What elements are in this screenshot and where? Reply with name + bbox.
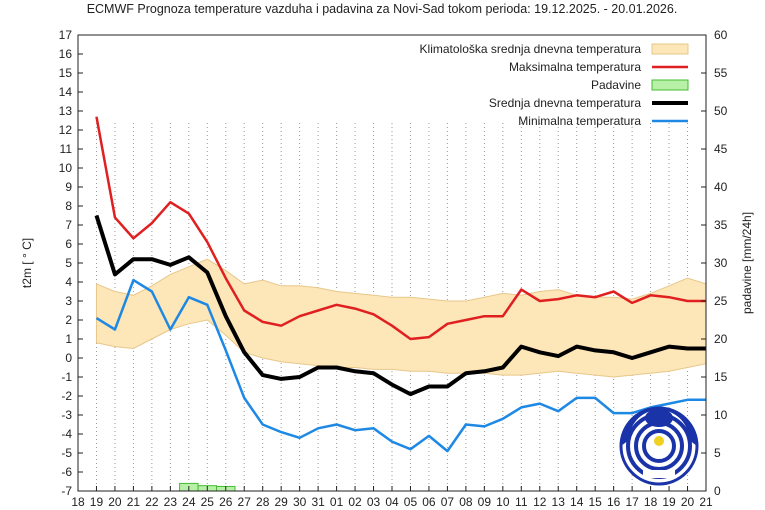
y-tick-label: 3 — [65, 294, 72, 308]
legend: Klimatološka srednja dnevna temperatura M… — [420, 42, 689, 128]
x-tick-label: 21 — [699, 495, 713, 509]
y-tick-label: 16 — [59, 47, 73, 61]
y-tick-label: 17 — [59, 28, 73, 42]
y-tick-label: -3 — [61, 408, 72, 422]
y-tick-label: -4 — [61, 427, 72, 441]
x-tick-label: 04 — [385, 495, 399, 509]
y-axis-title-left: t2m [ ° C] — [20, 238, 34, 288]
y2-tick-label: 30 — [714, 256, 728, 270]
y2-tick-label: 25 — [714, 294, 728, 308]
y-tick-label: 14 — [59, 85, 73, 99]
y2-tick-label: 20 — [714, 332, 728, 346]
min-temperature-line — [95, 278, 706, 453]
x-tick-label: 16 — [607, 495, 621, 509]
x-tick-label: 13 — [552, 495, 566, 509]
y2-tick-label: 35 — [714, 218, 728, 232]
y-tick-label: 5 — [65, 256, 72, 270]
series-lines — [94, 116, 706, 453]
y-tick-label: -1 — [61, 370, 72, 384]
x-tick-label: 29 — [274, 495, 288, 509]
x-tick-label: 18 — [644, 495, 658, 509]
x-tick-label: 21 — [127, 495, 141, 509]
y2-tick-label: 50 — [714, 104, 728, 118]
x-tick-label: 07 — [441, 495, 455, 509]
y-tick-label: 13 — [59, 104, 73, 118]
y2-tick-label: 15 — [714, 370, 728, 384]
x-tick-label: 27 — [238, 495, 252, 509]
x-tick-label: 06 — [422, 495, 436, 509]
y-tick-label: 7 — [65, 218, 72, 232]
legend-label: Minimalna temperatura — [518, 114, 641, 128]
y-tick-label: -2 — [61, 389, 72, 403]
x-tick-label: 18 — [71, 495, 85, 509]
y2-tick-label: 45 — [714, 142, 728, 156]
x-tick-label: 20 — [108, 495, 122, 509]
x-tick-label: 08 — [459, 495, 473, 509]
y-tick-label: 0 — [65, 351, 72, 365]
x-tick-label: 30 — [293, 495, 307, 509]
x-tick-label: 25 — [201, 495, 215, 509]
y-tick-label: -7 — [61, 484, 72, 498]
x-tick-label: 05 — [404, 495, 418, 509]
rhmz-logo-emblem — [619, 406, 699, 486]
y-tick-label: -6 — [61, 465, 72, 479]
y2-tick-label: 55 — [714, 66, 728, 80]
x-tick-label: 14 — [570, 495, 584, 509]
x-tick-label: 02 — [348, 495, 362, 509]
max-temperature-line — [95, 116, 706, 341]
y2-tick-label: 40 — [714, 180, 728, 194]
y-tick-label: -5 — [61, 446, 72, 460]
legend-swatch-climate — [651, 43, 689, 55]
x-tick-label: 17 — [625, 495, 639, 509]
y2-tick-label: 5 — [714, 446, 721, 460]
chart-title: ECMWF Prognoza temperature vazduha i pad… — [87, 2, 678, 16]
y2-tick-label: 0 — [714, 484, 721, 498]
legend-label: Maksimalna temperatura — [509, 60, 641, 74]
x-tick-label: 19 — [90, 495, 104, 509]
legend-swatch-precipitation — [651, 79, 689, 91]
y-tick-label: 8 — [65, 199, 72, 213]
y-axis-title-right: padavine [mm/24h] — [740, 212, 754, 314]
y2-tick-label: 10 — [714, 408, 728, 422]
y-tick-label: 1 — [65, 332, 72, 346]
y-tick-label: 11 — [60, 142, 73, 156]
x-tick-label: 11 — [515, 495, 528, 509]
x-tick-label: 28 — [256, 495, 270, 509]
mean-temperature-line — [94, 214, 706, 397]
legend-label: Padavine — [591, 78, 641, 92]
y-tick-label: 4 — [65, 275, 72, 289]
x-tick-label: 03 — [367, 495, 381, 509]
x-tick-label: 12 — [533, 495, 547, 509]
legend-label: Srednja dnevna temperatura — [489, 96, 641, 110]
x-tick-label: 23 — [164, 495, 178, 509]
climate-band-layer — [95, 258, 707, 378]
y-tick-label: 9 — [65, 180, 72, 194]
x-tick-label: 26 — [219, 495, 233, 509]
legend-label: Klimatološka srednja dnevna temperatura — [420, 42, 642, 56]
y-tick-label: 15 — [59, 66, 73, 80]
x-tick-label: 09 — [478, 495, 492, 509]
climate-band — [95, 258, 707, 378]
x-axis-ticks: 18 19 20 21 22 23 24 25 26 27 28 29 30 31 01 02 03 04 05 06… — [71, 486, 713, 509]
x-tick-label: 31 — [311, 495, 325, 509]
y-tick-label: 6 — [65, 237, 72, 251]
y-tick-label: 12 — [59, 123, 73, 137]
y-tick-label: 2 — [65, 313, 72, 327]
x-tick-label: 10 — [496, 495, 510, 509]
y-tick-label: 10 — [59, 161, 73, 175]
x-tick-label: 20 — [681, 495, 695, 509]
x-tick-label: 15 — [588, 495, 602, 509]
x-tick-label: 19 — [662, 495, 676, 509]
x-tick-label: 01 — [330, 495, 344, 509]
x-tick-label: 22 — [145, 495, 159, 509]
y2-tick-label: 60 — [714, 28, 728, 42]
x-tick-label: 24 — [182, 495, 196, 509]
